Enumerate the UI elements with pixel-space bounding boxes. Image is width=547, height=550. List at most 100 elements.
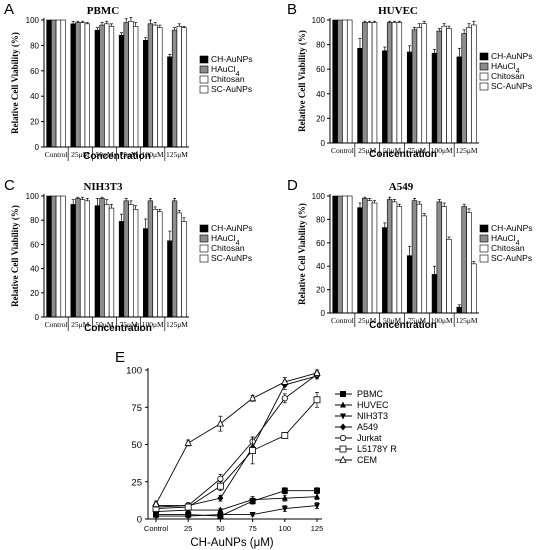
y-tick-label: 0: [35, 143, 40, 152]
bar: [70, 204, 76, 318]
y-tick-label: 40: [30, 265, 39, 274]
y-tick-label: 40: [316, 262, 325, 271]
bar: [75, 22, 81, 148]
y-tick-label: 20: [316, 286, 325, 295]
bar: [51, 19, 57, 148]
legend-marker: [339, 434, 347, 442]
bar: [366, 200, 373, 314]
bar: [371, 202, 378, 314]
data-point: [281, 395, 288, 402]
y-tick-label: 60: [30, 67, 39, 76]
legend-marker: [340, 401, 346, 408]
x-tick-label: 50: [216, 524, 224, 533]
y-tick-label: 40: [316, 90, 325, 99]
bar: [147, 23, 154, 148]
panel-letter: B: [287, 1, 297, 18]
legend-swatch: [479, 62, 489, 71]
data-point: [313, 368, 321, 376]
bar: [152, 209, 158, 318]
bar: [60, 19, 66, 148]
x-axis-label: CH-AuNPs (μM): [190, 537, 273, 549]
data-point: [153, 513, 159, 520]
bar: [386, 22, 393, 144]
legend-swatch: [479, 72, 489, 81]
legend-label: CEM: [357, 455, 377, 465]
y-tick-label: 20: [30, 118, 39, 127]
panel-title: NIH3T3: [83, 181, 123, 193]
bar: [167, 56, 173, 148]
x-tick-label: 100μM: [431, 146, 453, 155]
bar: [94, 29, 101, 148]
bar: [441, 25, 447, 144]
series-huvec: [153, 493, 320, 515]
bar: [181, 221, 187, 318]
bar: [421, 215, 427, 314]
data-point: [281, 432, 289, 439]
legend-label: Jurkat: [357, 433, 382, 443]
bar: [79, 199, 86, 318]
legend-label: NIH3T3: [357, 411, 388, 421]
x-tick-label: 75: [248, 524, 256, 533]
bar: [466, 27, 472, 144]
bar: [446, 238, 452, 314]
bar: [99, 24, 105, 148]
bar: [391, 201, 398, 314]
bar: [176, 26, 182, 148]
y-tick-label: 20: [30, 289, 39, 298]
x-tick-label: 75μM: [408, 146, 427, 155]
x-axis-label: Concentration: [369, 149, 437, 160]
bar-panel-c: C NIH3T3 0 20 40 60 80 100 Relative Cell Viabili…: [4, 177, 253, 334]
bar: [357, 47, 363, 144]
bar: [84, 23, 90, 148]
x-tick-label: 125: [311, 524, 324, 533]
data-point: [314, 487, 320, 494]
bar: [396, 22, 403, 144]
legend-label: SC-AuNPs: [491, 253, 532, 263]
legend-marker: [339, 445, 347, 453]
legend-label: HAuCl4: [211, 233, 240, 247]
bar: [346, 19, 353, 144]
y-tick-label: 80: [30, 216, 39, 225]
legend-swatch: [199, 75, 209, 84]
panel-title: HUVEC: [378, 5, 418, 17]
bar-panel-a: A PBMC 0 20 40 60 80 100 Relative Cell Viability…: [4, 1, 253, 162]
bar: [132, 209, 139, 318]
bar: [366, 22, 373, 144]
bar: [128, 204, 134, 318]
bar: [382, 227, 388, 314]
legend-label: A549: [357, 422, 378, 432]
data-point: [314, 493, 320, 500]
x-tick-label: Control: [144, 524, 169, 533]
data-point: [249, 447, 257, 454]
bar: [461, 206, 467, 314]
bar: [157, 211, 163, 318]
bar: [337, 195, 343, 314]
data-point: [217, 512, 224, 519]
y-tick-label: 20: [316, 114, 325, 123]
y-tick-label: 60: [316, 239, 325, 248]
x-tick-label: 100μM: [142, 320, 164, 329]
panel-letter: E: [115, 349, 125, 366]
bar: [411, 29, 418, 144]
bar: [128, 20, 134, 148]
series-jurkat: [152, 371, 321, 509]
bar: [143, 228, 149, 318]
legend-swatch: [199, 254, 209, 263]
bar: [346, 195, 353, 314]
y-axis-label: Relative Cell Viability (%): [297, 203, 307, 305]
panel-title: PBMC: [87, 5, 119, 17]
bar: [157, 27, 163, 148]
legend-swatch: [199, 55, 209, 64]
bar: [436, 30, 443, 144]
bar-panel-b: B HUVEC 0 20 40 60 80 100 Relative Cell Viabilit…: [287, 1, 533, 160]
legend-label: HAuCl4: [491, 233, 520, 247]
data-point: [281, 487, 288, 494]
bar: [118, 34, 125, 148]
bar: [171, 200, 178, 318]
legend-swatch: [199, 224, 209, 233]
panel-letter: D: [287, 177, 298, 194]
legend-label: HUVEC: [357, 400, 389, 410]
